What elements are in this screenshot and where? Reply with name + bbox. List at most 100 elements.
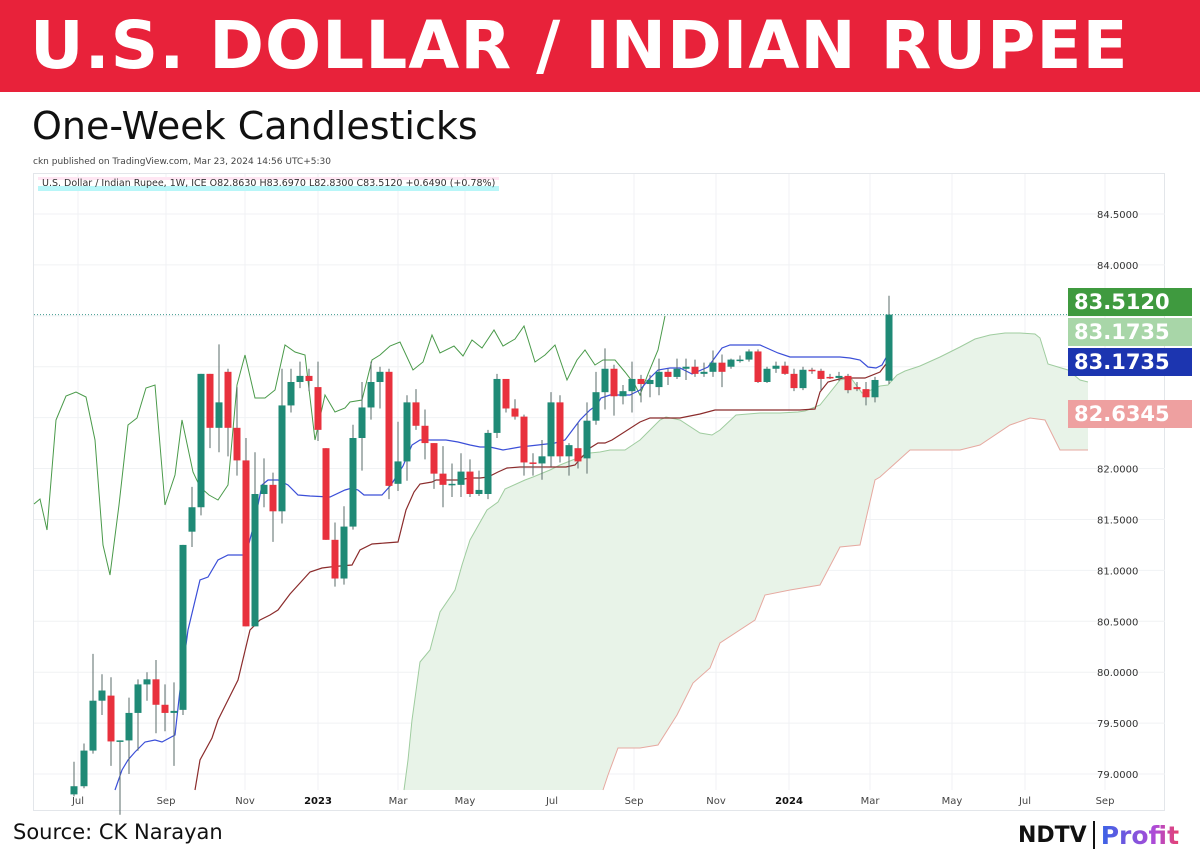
- candle-up[interactable]: [745, 349, 753, 362]
- candle-up[interactable]: [170, 682, 178, 766]
- candle-down[interactable]: [511, 399, 519, 420]
- candle-up[interactable]: [98, 674, 106, 715]
- candle-up[interactable]: [340, 506, 348, 585]
- candle-up[interactable]: [287, 368, 295, 413]
- candle-up[interactable]: [673, 358, 681, 379]
- candle-down[interactable]: [466, 459, 474, 498]
- candle-up[interactable]: [475, 470, 483, 497]
- candle-down[interactable]: [520, 414, 528, 476]
- candle-up[interactable]: [835, 371, 843, 381]
- candle-up[interactable]: [646, 374, 654, 398]
- candle-down[interactable]: [314, 361, 322, 442]
- legend-symbol: U.S. Dollar / Indian Rupee, 1W, ICE: [42, 178, 207, 189]
- candle-down[interactable]: [322, 448, 330, 540]
- candle-up[interactable]: [601, 348, 609, 410]
- candle-up[interactable]: [80, 743, 88, 789]
- candle-up[interactable]: [197, 373, 205, 516]
- candle-down[interactable]: [206, 373, 214, 449]
- candle-up[interactable]: [484, 429, 492, 500]
- candle-up[interactable]: [736, 355, 744, 363]
- candle-down[interactable]: [233, 387, 241, 476]
- candle-down[interactable]: [853, 382, 861, 392]
- candle-down[interactable]: [331, 522, 339, 587]
- candle-up[interactable]: [125, 697, 133, 775]
- candle-up[interactable]: [376, 366, 384, 409]
- x-axis-label: Nov: [235, 796, 255, 807]
- candle-down[interactable]: [556, 395, 564, 463]
- candle-up[interactable]: [143, 672, 151, 701]
- candle-down[interactable]: [224, 368, 232, 457]
- candle-up[interactable]: [260, 458, 268, 508]
- candle-down[interactable]: [790, 368, 798, 392]
- candle-down[interactable]: [430, 443, 438, 489]
- candle-up[interactable]: [700, 362, 708, 377]
- candle-up[interactable]: [70, 761, 78, 797]
- y-axis-label: 82.0000: [1097, 465, 1138, 476]
- candle-down[interactable]: [844, 373, 852, 394]
- candle-up[interactable]: [871, 376, 879, 403]
- page-title: U.S. DOLLAR / INDIAN RUPEE: [30, 7, 1129, 84]
- candle-up[interactable]: [885, 295, 893, 385]
- candle-up[interactable]: [538, 440, 546, 480]
- kijun-sen-line: [194, 359, 890, 791]
- candle-down[interactable]: [808, 367, 816, 374]
- candle-down[interactable]: [817, 368, 825, 391]
- candle-down[interactable]: [412, 389, 420, 430]
- candle-up[interactable]: [628, 361, 636, 413]
- candle-down[interactable]: [439, 446, 447, 508]
- candle-down[interactable]: [269, 472, 277, 542]
- candle-down[interactable]: [242, 438, 250, 627]
- candle-up[interactable]: [358, 382, 366, 471]
- candle-up[interactable]: [394, 421, 402, 491]
- candle-up[interactable]: [188, 486, 196, 547]
- candle-up[interactable]: [89, 653, 97, 754]
- candle-up[interactable]: [403, 395, 411, 481]
- candle-up[interactable]: [215, 344, 223, 453]
- candle-up[interactable]: [619, 385, 627, 405]
- candle-up[interactable]: [134, 679, 142, 751]
- candle-up[interactable]: [179, 544, 187, 715]
- candle-down[interactable]: [637, 374, 645, 403]
- candle-up[interactable]: [583, 402, 591, 474]
- candle-up[interactable]: [493, 373, 501, 439]
- candle-up[interactable]: [349, 424, 357, 530]
- candle-up[interactable]: [772, 361, 780, 373]
- y-axis-label: 81.5000: [1097, 515, 1138, 526]
- candle-up[interactable]: [763, 366, 771, 384]
- candle-up[interactable]: [251, 452, 259, 627]
- ndtv-profit-logo: NDTV Profit: [1018, 820, 1179, 850]
- legend-close: C83.5120: [356, 178, 403, 189]
- candle-up[interactable]: [682, 358, 690, 380]
- candle-down[interactable]: [305, 368, 313, 392]
- candle-down[interactable]: [502, 378, 510, 413]
- candle-down[interactable]: [152, 659, 160, 734]
- candle-up[interactable]: [448, 463, 456, 498]
- candle-down[interactable]: [385, 368, 393, 500]
- candle-up[interactable]: [547, 392, 555, 467]
- candle-up[interactable]: [296, 361, 304, 389]
- candle-up[interactable]: [278, 368, 286, 524]
- candle-down[interactable]: [161, 684, 169, 732]
- candle-down[interactable]: [754, 349, 762, 384]
- candle-up[interactable]: [727, 358, 735, 369]
- candle-up[interactable]: [799, 366, 807, 391]
- candle-down[interactable]: [574, 422, 582, 469]
- candle-down[interactable]: [781, 361, 789, 375]
- candle-up[interactable]: [367, 361, 375, 420]
- candle-up[interactable]: [592, 371, 600, 425]
- candle-down[interactable]: [421, 409, 429, 460]
- candle-up[interactable]: [655, 358, 663, 396]
- candle-up[interactable]: [565, 443, 573, 476]
- candle-down[interactable]: [826, 373, 834, 379]
- candle-down[interactable]: [664, 368, 672, 386]
- candle-down[interactable]: [718, 354, 726, 388]
- candle-up[interactable]: [116, 740, 124, 815]
- candle-up[interactable]: [457, 453, 465, 498]
- candle-down[interactable]: [529, 453, 537, 476]
- candle-down[interactable]: [691, 359, 699, 377]
- candle-up[interactable]: [709, 350, 717, 377]
- candle-down[interactable]: [862, 382, 870, 406]
- candle-down[interactable]: [107, 677, 115, 766]
- candle-down[interactable]: [610, 364, 618, 416]
